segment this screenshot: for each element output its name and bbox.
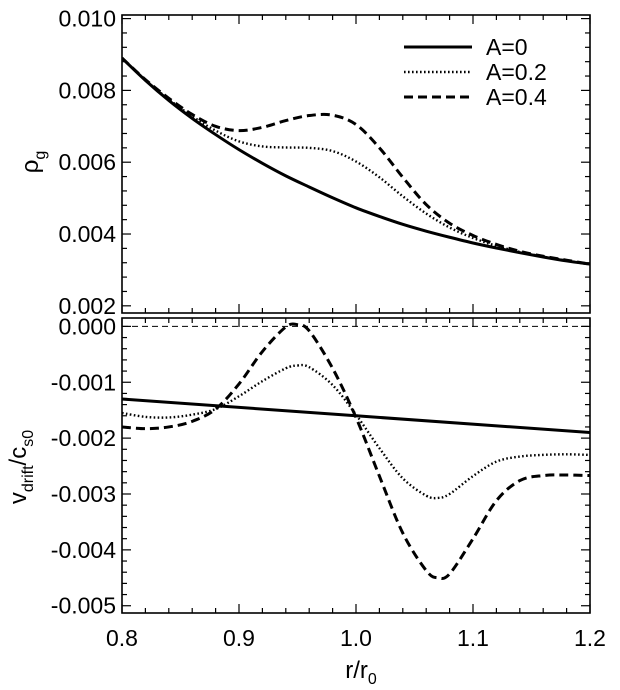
legend: A=0A=0.2A=0.4	[404, 34, 547, 110]
x-tick-label: 1.0	[340, 625, 372, 651]
top-y-tick-label: 0.006	[58, 149, 116, 175]
x-tick-label: 1.2	[574, 625, 606, 651]
top-series-a-0	[122, 56, 590, 266]
bottom-y-tick-label: -0.003	[51, 481, 116, 507]
legend-label: A=0	[486, 34, 528, 60]
legend-label: A=0.2	[486, 59, 547, 85]
bottom-y-tick-label: -0.004	[51, 537, 116, 563]
bottom-series-a-0-4	[122, 322, 590, 581]
bottom-ylabel: vdrift/cs0	[5, 430, 37, 504]
top-series-a-0-2	[122, 57, 590, 266]
bottom-y-tick-label: 0.000	[58, 313, 116, 339]
x-tick-label: 0.8	[106, 625, 138, 651]
bottom-series-a-0-2	[122, 363, 590, 500]
bottom-panel: 0.000 -0.001 -0.002 -0.003 -0.004 -0.005 0.8 0.…	[51, 313, 606, 651]
bottom-plot-frame	[121, 317, 591, 614]
bottom-y-tick-label: -0.002	[51, 425, 116, 451]
top-series-a-0-4	[122, 56, 590, 266]
top-y-tick-label: 0.002	[58, 293, 116, 319]
bottom-y-tick-label: -0.005	[51, 593, 116, 619]
x-tick-label: 0.9	[223, 625, 255, 651]
top-y-tick-label: 0.008	[58, 77, 116, 103]
top-y-tick-label: 0.004	[58, 221, 116, 247]
top-ylabel: ρg	[17, 151, 49, 174]
xlabel: r/r0	[345, 657, 377, 688]
legend-label: A=0.4	[486, 84, 547, 110]
top-y-tick-label: 0.010	[58, 6, 116, 32]
x-tick-label: 1.1	[457, 625, 489, 651]
top-panel: 0.002 0.004 0.006 0.008 0.010 A=0A=0.2A=0.4	[58, 6, 591, 319]
bottom-y-tick-label: -0.001	[51, 369, 116, 395]
